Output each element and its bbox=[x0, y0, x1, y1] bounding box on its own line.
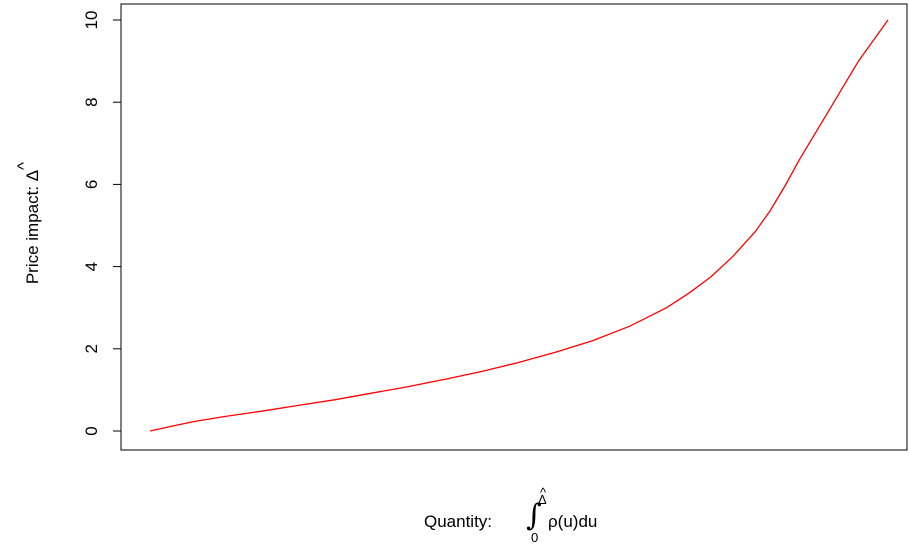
y-axis-title: Price impact: Δ ^ bbox=[14, 162, 42, 284]
y-tick-label-0: 0 bbox=[82, 426, 101, 435]
y-tick-label-8: 8 bbox=[82, 97, 101, 106]
y-tick-label-2: 2 bbox=[82, 344, 101, 353]
upper-limit-hat: ^ bbox=[540, 485, 547, 500]
y-axis-title-symbol: Δ bbox=[23, 170, 42, 181]
y-tick-label-4: 4 bbox=[82, 262, 101, 271]
y-axis-title-text: Price impact: bbox=[23, 181, 42, 284]
lower-limit: 0 bbox=[531, 530, 539, 545]
y-axis: 0 2 4 6 8 10 bbox=[82, 11, 122, 436]
integrand: ρ(u)du bbox=[548, 512, 598, 531]
integral-symbol: ∫ bbox=[526, 498, 542, 533]
plot-frame bbox=[120, 3, 908, 451]
y-axis-title-hat: ^ bbox=[14, 162, 33, 170]
x-axis-title-prefix: Quantity: bbox=[424, 512, 493, 531]
x-axis-title: Quantity: ∫ ^ Δ 0 ρ(u)du bbox=[0, 485, 909, 558]
upper-limit: Δ bbox=[538, 492, 547, 507]
svg-text:Price impact: Δ: Price impact: Δ bbox=[23, 170, 42, 284]
y-tick-label-6: 6 bbox=[82, 180, 101, 189]
y-tick-label-10: 10 bbox=[82, 11, 101, 30]
price-impact-curve bbox=[149, 19, 889, 432]
